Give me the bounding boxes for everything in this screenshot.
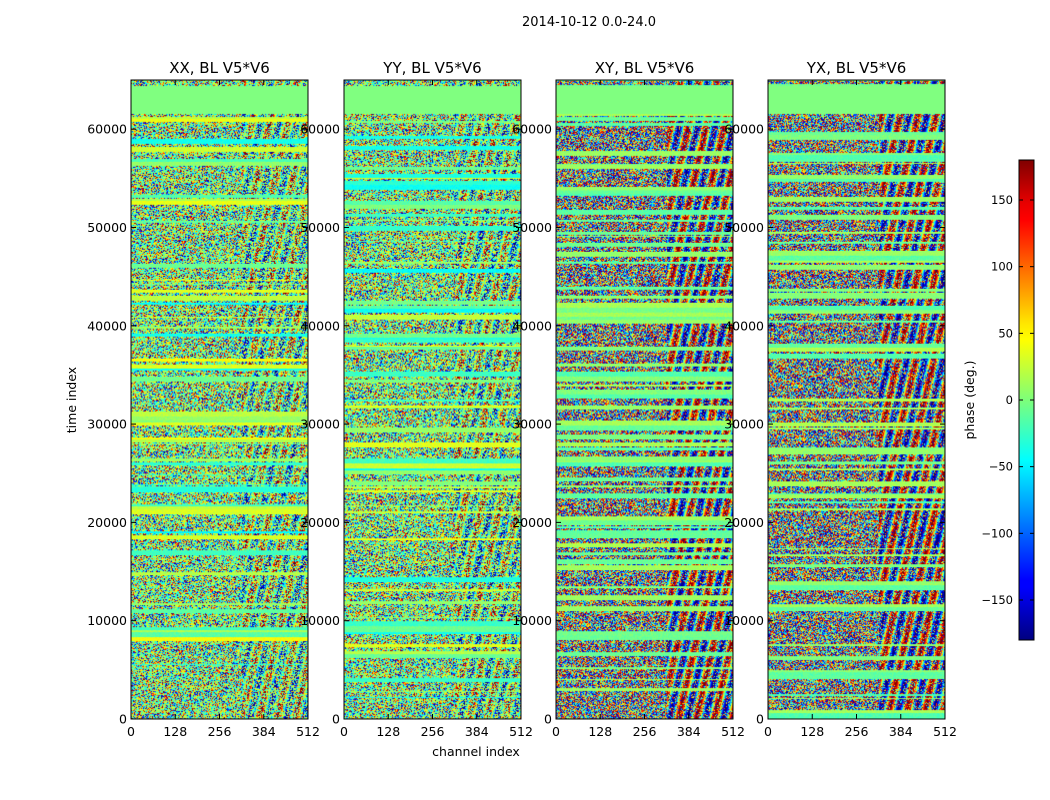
x-tick-label: 256 <box>845 724 869 739</box>
y-tick-label: 50000 <box>300 220 340 235</box>
y-tick-label: 0 <box>119 712 127 727</box>
x-tick-label: 512 <box>933 724 957 739</box>
y-tick-label: 40000 <box>724 318 764 333</box>
x-tick-label: 128 <box>800 724 824 739</box>
heatmap-image <box>768 80 945 719</box>
x-tick-label: 384 <box>889 724 913 739</box>
colorbar-tick-label: 100 <box>991 260 1013 274</box>
y-tick-label: 50000 <box>724 220 764 235</box>
heatmap-image <box>131 80 308 719</box>
y-tick-label: 30000 <box>512 417 552 432</box>
x-tick-label: 0 <box>340 724 348 739</box>
x-tick-label: 0 <box>127 724 135 739</box>
y-tick-label: 20000 <box>87 515 127 530</box>
y-axis-label: time index <box>64 367 79 433</box>
y-tick-label: 0 <box>756 712 764 727</box>
x-tick-label: 512 <box>296 724 320 739</box>
colorbar-label: phase (deg.) <box>962 361 977 440</box>
y-tick-label: 50000 <box>87 220 127 235</box>
x-tick-label: 128 <box>376 724 400 739</box>
panel-title: XY, BL V5*V6 <box>595 59 695 77</box>
heatmap-image <box>556 80 733 719</box>
panel-2: YY, BL V5*V6 0 128 256 384 512 0 10000 20000 3000… <box>300 59 533 739</box>
colorbar: −150 −100 −50 0 50 100 150 phase (deg.) <box>962 159 1035 641</box>
y-tick-label: 10000 <box>512 613 552 628</box>
panel-1: XX, BL V5*V6 0 128 256 384 512 0 10000 20000 3000… <box>87 59 320 739</box>
x-axis-label: channel index <box>432 744 520 759</box>
panel-title: YX, BL V5*V6 <box>806 59 907 77</box>
y-tick-label: 40000 <box>512 318 552 333</box>
x-tick-label: 0 <box>764 724 772 739</box>
x-tick-label: 256 <box>633 724 657 739</box>
y-tick-label: 60000 <box>87 122 127 137</box>
y-tick-label: 30000 <box>87 417 127 432</box>
x-tick-label: 512 <box>721 724 745 739</box>
x-tick-label: 256 <box>421 724 445 739</box>
x-tick-label: 384 <box>677 724 701 739</box>
x-tick-label: 384 <box>465 724 489 739</box>
colorbar-tick-label: 150 <box>991 193 1013 207</box>
panel-title: YY, BL V5*V6 <box>382 59 481 77</box>
y-tick-label: 0 <box>332 712 340 727</box>
x-tick-label: 512 <box>509 724 533 739</box>
colorbar-tick-label: −50 <box>989 460 1013 474</box>
heatmap-image <box>344 80 521 719</box>
panel-3: XY, BL V5*V6 0 128 256 384 512 0 10000 20000 3000… <box>512 59 745 739</box>
x-tick-label: 0 <box>552 724 560 739</box>
y-tick-label: 40000 <box>87 318 127 333</box>
y-tick-label: 20000 <box>300 515 340 530</box>
y-tick-label: 60000 <box>300 122 340 137</box>
y-tick-label: 50000 <box>512 220 552 235</box>
colorbar-tick-label: 50 <box>998 326 1013 340</box>
y-tick-label: 0 <box>544 712 552 727</box>
y-tick-label: 10000 <box>300 613 340 628</box>
y-tick-label: 20000 <box>512 515 552 530</box>
panel-title: XX, BL V5*V6 <box>169 59 270 77</box>
x-tick-label: 128 <box>163 724 187 739</box>
x-tick-label: 128 <box>588 724 612 739</box>
chart-title: 2014-10-12 0.0-24.0 <box>522 15 656 30</box>
y-tick-label: 30000 <box>300 417 340 432</box>
y-tick-label: 40000 <box>300 318 340 333</box>
y-tick-label: 10000 <box>87 613 127 628</box>
colorbar-tick-label: −100 <box>981 526 1013 540</box>
y-tick-label: 20000 <box>724 515 764 530</box>
colorbar-tick-label: −150 <box>981 593 1013 607</box>
panel-4: YX, BL V5*V6 0 128 256 384 512 0 10000 20000 3000… <box>724 59 957 739</box>
y-tick-label: 60000 <box>724 122 764 137</box>
x-tick-label: 384 <box>252 724 276 739</box>
y-tick-label: 30000 <box>724 417 764 432</box>
y-tick-label: 10000 <box>724 613 764 628</box>
x-tick-label: 256 <box>208 724 232 739</box>
colorbar-tick-label: 0 <box>1006 393 1013 407</box>
y-tick-label: 60000 <box>512 122 552 137</box>
